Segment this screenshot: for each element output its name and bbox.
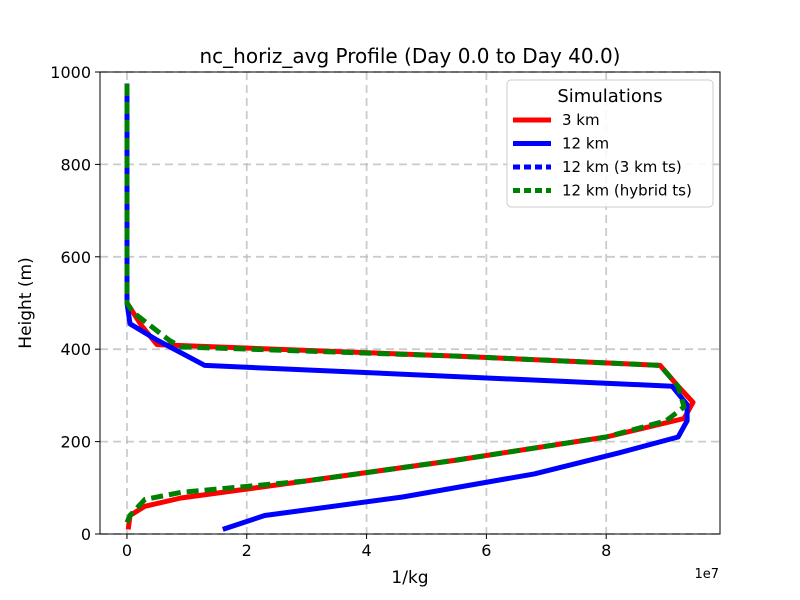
y-tick-label: 1000	[50, 63, 91, 82]
chart-title: nc_horiz_avg Profile (Day 0.0 to Day 40.…	[200, 44, 621, 68]
y-tick-label: 800	[60, 155, 91, 174]
legend-title: Simulations	[557, 86, 662, 107]
y-tick-label: 200	[60, 433, 91, 452]
series-line-4	[124, 78, 687, 524]
x-tick-label: 6	[481, 541, 491, 560]
legend: Simulations 3 km 12 km 12 km (3 km ts) 12 k…	[506, 79, 714, 208]
legend-box	[506, 79, 714, 208]
x-tick-label: 8	[601, 541, 611, 560]
tick-layer: 0 2 4 6 8 0 200 400 600 800 1000	[50, 63, 611, 560]
legend-entries: 3 km 12 km 12 km (3 km ts) 12 km (hybrid ts…	[513, 111, 692, 200]
x-tick-label: 0	[122, 541, 132, 560]
y-axis-label: Height (m)	[16, 257, 36, 348]
plot-frame	[99, 71, 721, 535]
legend-label: 12 km (hybrid ts)	[562, 182, 692, 200]
legend-label: 3 km	[562, 111, 600, 129]
y-tick-label: 600	[60, 248, 91, 267]
legend-label: 12 km (3 km ts)	[562, 158, 682, 176]
x-axis-label: 1/kg	[391, 568, 428, 588]
y-tick-label: 0	[81, 525, 91, 544]
legend-label: 12 km	[562, 135, 609, 153]
y-tick-label: 400	[60, 340, 91, 359]
series-layer	[124, 78, 696, 532]
x-tick-label: 4	[361, 541, 371, 560]
x-axis-offset-label: 1e7	[694, 567, 719, 582]
x-tick-label: 2	[242, 541, 252, 560]
